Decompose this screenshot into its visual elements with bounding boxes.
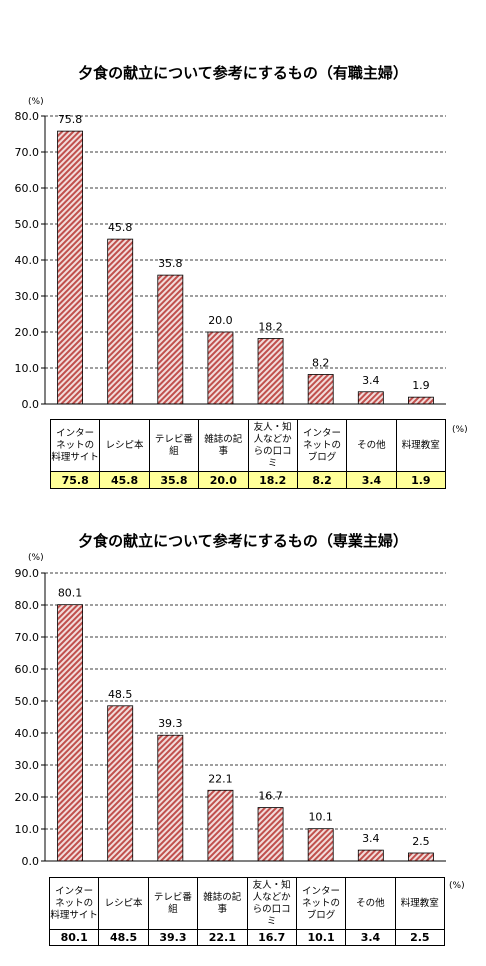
y-tick-label: 20.0 bbox=[15, 791, 40, 804]
bar bbox=[157, 734, 184, 862]
table-value-cell: 35.8 bbox=[148, 471, 200, 489]
bar-value-label: 45.8 bbox=[108, 221, 133, 234]
bar bbox=[57, 130, 83, 405]
bar-value-label: 35.8 bbox=[158, 257, 183, 270]
bar bbox=[408, 396, 434, 405]
y-tick-label: 60.0 bbox=[15, 663, 40, 676]
y-unit-label: (%) bbox=[28, 553, 44, 563]
y-tick-label: 0.0 bbox=[22, 855, 40, 868]
table-value-cell: 20.0 bbox=[198, 471, 249, 489]
chart-2: 夕食の献立について参考にするもの（専業主婦） (%) 0.0 10.0 20.0 30.… bbox=[0, 500, 486, 966]
chart-2-data-table: インター ネットの 料理サイト レシピ本 テレビ番組雑誌の記事友人・知 人などか らの口コミ… bbox=[48, 877, 446, 946]
table-value-cell: 48.5 bbox=[98, 929, 149, 946]
bar-value-label: 3.4 bbox=[362, 374, 380, 387]
table-category-cell: テレビ番組 bbox=[147, 877, 199, 930]
chart-2-title: 夕食の献立について参考にするもの（専業主婦） bbox=[78, 532, 408, 550]
bar bbox=[357, 391, 384, 405]
y-tick-label: 10.0 bbox=[15, 823, 40, 836]
y-tick-label: 30.0 bbox=[15, 290, 40, 303]
table-value-cell: 22.1 bbox=[197, 929, 248, 946]
y-tick-label: 70.0 bbox=[15, 631, 40, 644]
bar-value-label: 48.5 bbox=[108, 688, 133, 701]
bar-value-label: 2.5 bbox=[412, 835, 430, 848]
table-category-cell: レシピ本 bbox=[99, 419, 150, 472]
chart-2-plot: (%) 0.0 10.0 20.0 30.0 40.0 50.0 60.0 70.0 80.0 90… bbox=[15, 553, 446, 868]
bar bbox=[357, 849, 384, 862]
y-tick-label: 50.0 bbox=[15, 218, 40, 231]
bar-value-label: 10.1 bbox=[308, 811, 333, 824]
y-tick-label: 80.0 bbox=[15, 599, 40, 612]
y-tick-label: 20.0 bbox=[15, 326, 40, 339]
bar-value-label: 22.1 bbox=[208, 772, 233, 785]
y-tick-label: 50.0 bbox=[15, 695, 40, 708]
table-value-cell: 2.5 bbox=[394, 929, 446, 946]
y-tick-label: 90.0 bbox=[15, 567, 40, 580]
table-category-cell: インター ネットの ブログ bbox=[295, 877, 347, 930]
table-category-cell: 雑誌の記事 bbox=[198, 419, 249, 472]
y-tick-label: 40.0 bbox=[15, 727, 40, 740]
table-value-cell: 1.9 bbox=[395, 471, 447, 489]
chart-1-data-table: インター ネットの 料理サイト レシピ本 テレビ番組雑誌の記事友人・知 人などか らの口コミ… bbox=[49, 419, 447, 489]
chart-1: 夕食の献立について参考にするもの（有職主婦） (%) 0.0 10.0 20.0 30.… bbox=[15, 64, 468, 489]
y-tick-label: 80.0 bbox=[15, 110, 40, 123]
chart-1-plot: (%) 0.0 10.0 20.0 30.0 40.0 50.0 60.0 70.0 80.0 75… bbox=[15, 97, 446, 411]
y-tick-label: 60.0 bbox=[15, 182, 40, 195]
table-category-cell: インター ネットの ブログ bbox=[296, 419, 348, 472]
table-value-cell: 8.2 bbox=[296, 471, 348, 489]
bar-value-label: 1.9 bbox=[412, 379, 430, 392]
bar-value-label: 75.8 bbox=[58, 113, 83, 126]
bar bbox=[157, 274, 184, 405]
table-value-cell: 18.2 bbox=[247, 471, 298, 489]
y-tick-label: 30.0 bbox=[15, 759, 40, 772]
bar bbox=[207, 789, 234, 862]
bar bbox=[57, 604, 83, 862]
bar bbox=[408, 852, 434, 862]
bar-value-label: 8.2 bbox=[312, 356, 330, 369]
chart-2-table-unit: (%) bbox=[449, 881, 465, 891]
y-tick-label: 0.0 bbox=[22, 398, 40, 411]
table-value-cell: 16.7 bbox=[246, 929, 297, 946]
table-value-cell: 39.3 bbox=[147, 929, 199, 946]
bar-value-label: 80.1 bbox=[58, 587, 83, 600]
table-value-cell: 3.4 bbox=[345, 929, 396, 946]
bar bbox=[107, 238, 134, 405]
bar bbox=[257, 807, 284, 862]
bar-value-label: 20.0 bbox=[208, 314, 233, 327]
bar bbox=[307, 374, 334, 405]
chart-1-table-unit: (%) bbox=[452, 425, 468, 435]
bar-value-label: 39.3 bbox=[158, 717, 183, 730]
bar-value-label: 3.4 bbox=[362, 832, 380, 845]
bar bbox=[107, 705, 134, 862]
table-value-cell: 75.8 bbox=[49, 471, 101, 489]
table-category-cell: 雑誌の記事 bbox=[197, 877, 248, 930]
table-category-cell: インター ネットの 料理サイト bbox=[48, 877, 100, 930]
table-value-cell: 45.8 bbox=[99, 471, 150, 489]
bar bbox=[257, 338, 284, 405]
y-tick-label: 10.0 bbox=[15, 362, 40, 375]
table-category-cell: 料理教室 bbox=[394, 877, 446, 930]
chart-1-title: 夕食の献立について参考にするもの（有職主婦） bbox=[78, 64, 408, 82]
bar bbox=[307, 828, 334, 862]
y-tick-label: 40.0 bbox=[15, 254, 40, 267]
table-value-cell: 10.1 bbox=[295, 929, 347, 946]
bar-value-label: 16.7 bbox=[258, 790, 283, 803]
table-category-cell: レシピ本 bbox=[98, 877, 149, 930]
table-category-cell: 料理教室 bbox=[395, 419, 447, 472]
table-value-cell: 3.4 bbox=[346, 471, 397, 489]
table-category-cell: その他 bbox=[346, 419, 397, 472]
table-value-cell: 80.1 bbox=[48, 929, 100, 946]
table-category-cell: 友人・知 人などか らの口コミ bbox=[247, 419, 298, 472]
bar-value-label: 18.2 bbox=[258, 320, 283, 333]
y-tick-label: 70.0 bbox=[15, 146, 40, 159]
bar bbox=[207, 331, 234, 405]
table-category-cell: インター ネットの 料理サイト bbox=[49, 419, 101, 472]
table-category-cell: 友人・知 人などか らの口コミ bbox=[246, 877, 297, 930]
y-unit-label: (%) bbox=[28, 97, 44, 107]
table-category-cell: テレビ番組 bbox=[148, 419, 200, 472]
table-category-cell: その他 bbox=[345, 877, 396, 930]
